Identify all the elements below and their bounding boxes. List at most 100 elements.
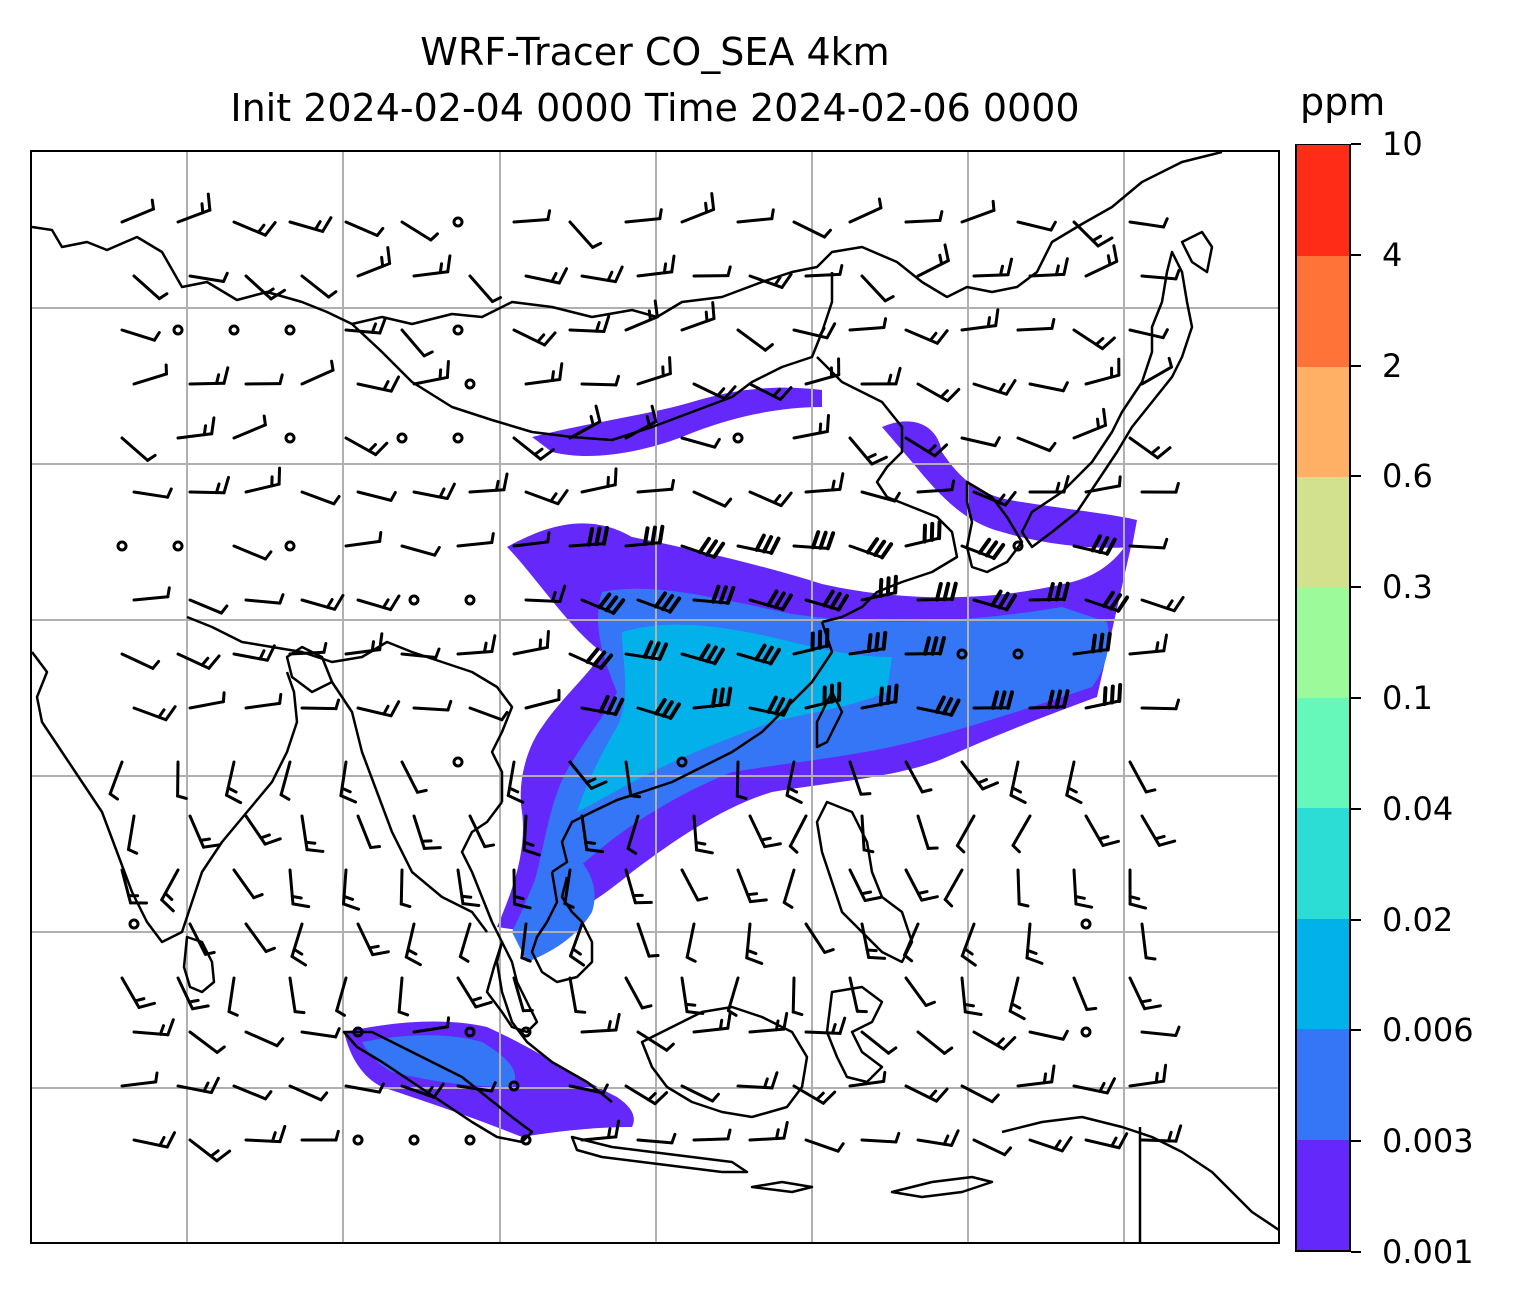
wind-barb <box>300 814 325 853</box>
wind-barb <box>848 868 883 902</box>
coast-india <box>32 651 299 944</box>
wind-barb <box>224 760 243 805</box>
wind-barb <box>1084 475 1122 494</box>
wind-barb <box>904 210 944 224</box>
wind-barb <box>860 274 895 303</box>
calm-wind-marker <box>172 324 184 336</box>
wind-barb <box>748 1120 789 1142</box>
wind-barb <box>860 814 875 854</box>
coast-java <box>570 1135 749 1174</box>
wind-barb <box>132 363 168 386</box>
calm-wind-marker <box>284 432 296 444</box>
wind-barb <box>356 490 397 502</box>
wind-barb <box>344 632 384 656</box>
wind-barb <box>745 922 764 965</box>
wind-barb <box>468 706 509 722</box>
calm-wind-marker <box>172 540 184 552</box>
wind-barb <box>244 274 287 301</box>
wind-barb <box>1084 590 1130 613</box>
wind-barb <box>748 695 793 717</box>
calm-wind-marker <box>352 1026 364 1038</box>
wind-barb <box>188 814 221 849</box>
wind-barb <box>626 814 640 855</box>
coast-myanmar <box>330 681 488 933</box>
wind-barb <box>860 574 898 602</box>
wind-barb <box>132 1131 177 1149</box>
calm-wind-marker <box>956 648 968 660</box>
wind-barb <box>188 691 226 710</box>
wind-barb <box>791 976 804 1017</box>
wind-barb <box>1140 356 1173 386</box>
wind-barb <box>916 1129 960 1147</box>
wind-barb <box>960 922 977 967</box>
wind-barb <box>524 267 569 285</box>
wind-barb <box>1128 217 1169 229</box>
wind-barb <box>1128 436 1172 460</box>
wind-barb <box>916 479 956 494</box>
wind-barb <box>972 589 1017 612</box>
calm-wind-marker <box>284 540 296 552</box>
colorbar-tick-label: 0.3 <box>1382 568 1433 607</box>
calm-wind-marker <box>464 594 476 606</box>
wind-barb <box>176 416 216 440</box>
coast-japan <box>1020 250 1194 549</box>
coast-hokkaido <box>1180 230 1214 274</box>
wind-barb <box>624 760 642 799</box>
wind-barb <box>232 220 277 237</box>
wind-barb <box>916 1030 954 1055</box>
map-panel <box>30 150 1280 1244</box>
wind-barb <box>456 634 497 656</box>
wind-barb <box>1140 698 1181 711</box>
plume-south-inner <box>362 1035 516 1087</box>
wind-barb <box>1072 1077 1116 1095</box>
wind-barb <box>568 314 611 333</box>
wind-barb <box>568 647 614 670</box>
wind-barb <box>412 814 442 850</box>
wind-barb <box>188 271 229 283</box>
wind-barb <box>748 1011 789 1034</box>
wind-barb <box>120 652 161 670</box>
wind-barb <box>788 814 808 854</box>
wind-barb <box>848 537 894 560</box>
coast-newguinea <box>1001 1115 1278 1231</box>
wind-barb <box>188 598 229 615</box>
wind-barb <box>412 482 456 500</box>
wind-barb <box>692 686 733 710</box>
wind-barb <box>244 692 283 710</box>
wind-barb <box>232 544 273 561</box>
calm-wind-marker <box>464 1026 476 1038</box>
wind-barb <box>903 922 920 963</box>
wind-barb <box>804 472 845 494</box>
wind-barb <box>1128 976 1162 1011</box>
wind-barb <box>972 1030 1017 1051</box>
wind-barb <box>1140 814 1177 847</box>
calm-wind-marker <box>732 432 744 444</box>
wind-barb <box>1028 1136 1073 1153</box>
colorbar-tick <box>1351 1251 1361 1253</box>
wind-barb <box>412 699 453 712</box>
wind-barb <box>400 544 441 557</box>
wind-barb <box>1028 689 1070 710</box>
wind-barb <box>748 490 793 508</box>
wind-barb <box>522 814 541 857</box>
wind-barb <box>916 814 939 850</box>
calm-wind-marker <box>676 756 688 768</box>
wind-barb <box>804 922 835 954</box>
wind-barb <box>300 359 335 386</box>
wind-barb <box>399 868 412 909</box>
wind-barb <box>1140 922 1157 961</box>
wind-barb <box>1028 1029 1069 1041</box>
wind-barb <box>692 265 732 278</box>
wind-barb <box>848 436 888 466</box>
wind-barb <box>736 328 774 352</box>
wind-barb <box>1011 814 1032 854</box>
wind-barb <box>636 1132 677 1145</box>
wind-barb <box>108 760 124 801</box>
wind-barb <box>188 1138 232 1163</box>
wind-barb <box>356 375 401 393</box>
colorbar-tick-label: 0.003 <box>1382 1122 1474 1161</box>
wind-barb <box>288 642 328 656</box>
calm-wind-marker <box>116 540 128 552</box>
wind-barb <box>736 868 768 904</box>
calm-markers <box>116 216 1092 1146</box>
